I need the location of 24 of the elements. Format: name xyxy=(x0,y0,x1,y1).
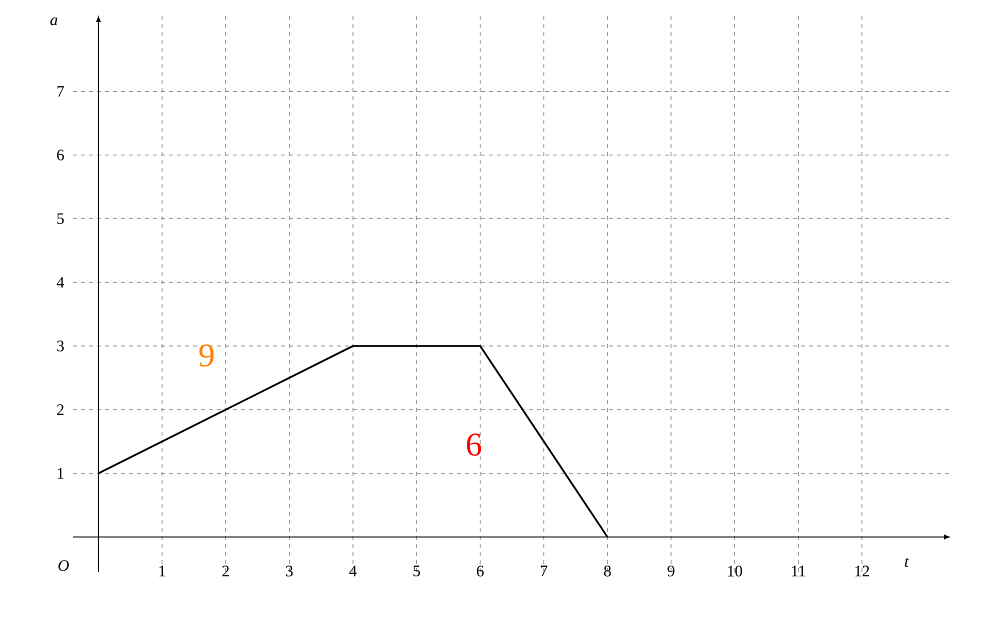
annotation: 6 xyxy=(466,434,482,456)
x-tick-label: 2 xyxy=(222,566,229,576)
x-tick-label: 11 xyxy=(792,566,806,576)
x-tick-label: 12 xyxy=(855,566,870,576)
x-tick-label: 1 xyxy=(159,566,166,576)
x-tick-label: 9 xyxy=(668,566,674,576)
x-tick-label: 3 xyxy=(286,566,293,576)
y-tick-label: 3 xyxy=(57,340,64,352)
y-tick-label: 7 xyxy=(57,86,64,97)
y-tick-label: 2 xyxy=(57,404,64,415)
x-tick-label: 5 xyxy=(413,566,420,576)
text: O xyxy=(58,560,69,571)
x-tick-label: 10 xyxy=(728,566,742,576)
y-tick-label: 4 xyxy=(56,277,64,288)
y-axis-title: a xyxy=(50,18,58,26)
x-tick-label: 8 xyxy=(604,566,611,576)
annotation: 9 xyxy=(199,344,214,367)
x-tick-label: 6 xyxy=(476,566,484,576)
y-tick-label: 1 xyxy=(58,468,64,479)
x-axis-title: t xyxy=(904,558,910,568)
x-tick-label: 7 xyxy=(540,566,548,576)
y-tick-label: 5 xyxy=(57,213,64,224)
x-tick-label: 4 xyxy=(349,566,357,576)
y-tick-label: 6 xyxy=(57,150,64,160)
